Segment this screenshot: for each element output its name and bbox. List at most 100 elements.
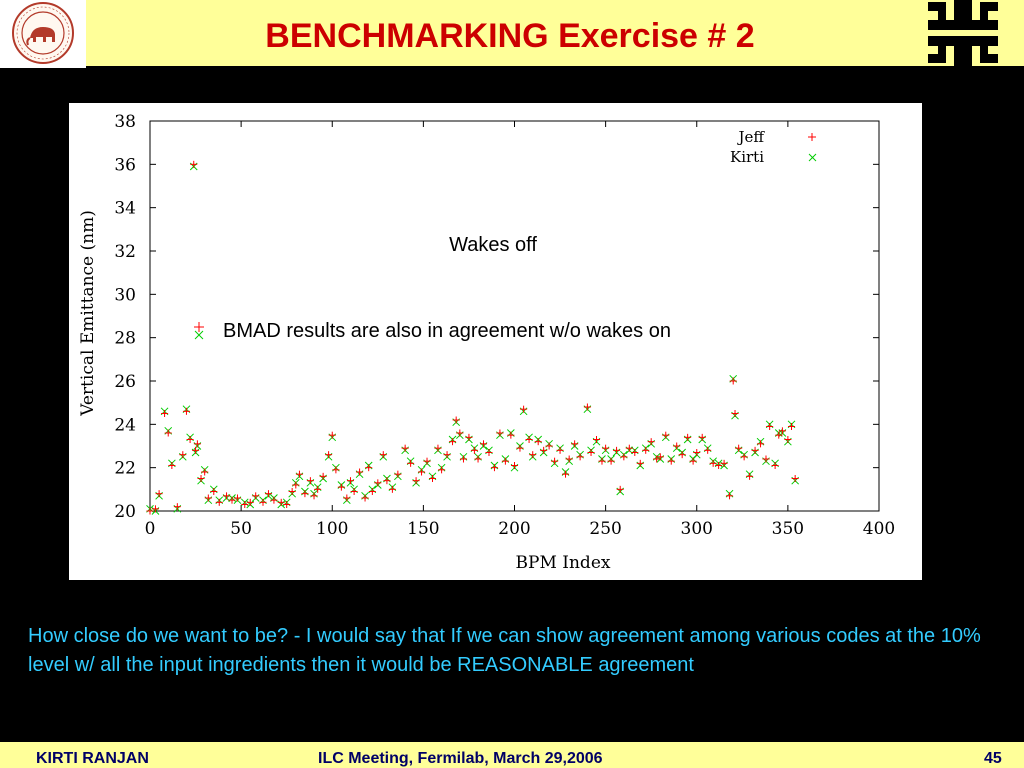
y-tick-label: 34 xyxy=(114,199,136,219)
legend-plus-marker-icon xyxy=(808,133,816,141)
jeff-point xyxy=(485,449,493,456)
jeff-point xyxy=(204,494,212,502)
y-tick-label: 22 xyxy=(114,459,136,479)
jeff-point xyxy=(295,470,303,478)
jeff-point xyxy=(197,475,205,482)
jeff-point xyxy=(319,472,327,480)
jeff-point xyxy=(583,403,591,411)
jeff-point xyxy=(726,492,734,500)
jeff-point xyxy=(292,481,300,489)
jeff-point xyxy=(540,446,548,454)
jeff-point xyxy=(729,377,737,385)
jeff-point xyxy=(565,455,573,463)
footer-page-number: 45 xyxy=(984,750,1002,767)
x-tick-label: 300 xyxy=(681,519,713,539)
legend-cross-marker-icon xyxy=(808,153,817,162)
jeff-point xyxy=(490,464,498,472)
jeff-point xyxy=(310,492,318,500)
jeff-point xyxy=(301,490,309,498)
y-tick-label: 36 xyxy=(114,155,136,175)
jeff-point xyxy=(636,459,644,467)
jeff-point xyxy=(246,498,254,506)
jeff-point xyxy=(368,488,376,495)
slide-title: BENCHMARKING Exercise # 2 xyxy=(265,17,755,55)
x-tick-label: 200 xyxy=(498,519,530,539)
jeff-point xyxy=(551,457,559,465)
jeff-point xyxy=(438,466,446,474)
jeff-point xyxy=(343,494,351,502)
jeff-point xyxy=(193,440,201,448)
jeff-point xyxy=(394,470,402,478)
y-tick-label: 32 xyxy=(114,242,136,262)
jeff-point xyxy=(328,431,336,439)
jeff-point xyxy=(210,488,218,495)
jeff-point xyxy=(470,446,478,454)
jeff-point xyxy=(684,433,692,441)
jeff-point xyxy=(576,453,584,461)
jeff-point xyxy=(379,451,387,459)
plot-axes xyxy=(149,120,880,512)
y-tick-label: 24 xyxy=(114,415,136,435)
jeff-point xyxy=(223,492,231,500)
jeff-point xyxy=(350,488,358,495)
x-tick-label: 400 xyxy=(863,519,895,539)
annotation-wakes-off: Wakes off xyxy=(449,234,537,256)
jeff-point xyxy=(662,431,670,439)
jeff-point xyxy=(443,451,451,459)
jeff-point xyxy=(401,444,409,452)
jeff-point xyxy=(616,485,624,493)
jeff-point xyxy=(228,496,236,504)
jeff-point xyxy=(715,462,723,469)
data-points xyxy=(146,160,800,515)
jeff-point xyxy=(525,436,533,443)
jeff-point xyxy=(507,431,515,439)
jeff-point xyxy=(791,475,799,482)
jeff-point xyxy=(259,498,267,506)
jeff-point xyxy=(423,457,431,465)
jeff-point xyxy=(620,453,628,461)
jeff-point xyxy=(346,477,354,485)
y-tick-label: 30 xyxy=(114,285,136,305)
x-tick-label: 350 xyxy=(772,519,804,539)
jeff-point xyxy=(215,498,223,506)
jeff-point xyxy=(556,446,564,454)
jeff-point xyxy=(337,483,345,491)
x-axis-label: BPM Index xyxy=(516,553,611,573)
jeff-point xyxy=(201,468,209,476)
jeff-point xyxy=(264,490,272,498)
y-tick-label: 20 xyxy=(114,502,136,522)
jeff-point xyxy=(516,444,524,452)
chart-panel: 0 50 100 150 200 250 300 350 400 20 22 24 26 28 30 32 34… xyxy=(69,103,922,580)
slide-header xyxy=(0,0,1024,66)
jeff-point xyxy=(418,468,426,476)
jeff-point xyxy=(182,407,190,415)
jeff-point xyxy=(751,446,759,454)
jeff-point xyxy=(155,490,163,498)
chart-legend: Jeff Kirti xyxy=(730,128,817,166)
annotation-marker-icon xyxy=(194,322,204,340)
jeff-point xyxy=(778,427,786,435)
axis-ticks: 0 50 100 150 200 250 300 350 400 20 22 24 26 28 30 32 34… xyxy=(114,112,895,539)
jeff-point xyxy=(186,436,194,443)
jeff-point xyxy=(529,451,537,459)
jeff-point xyxy=(709,459,717,467)
jeff-point xyxy=(647,438,655,446)
jeff-point xyxy=(757,440,765,448)
jeff-point xyxy=(602,444,610,452)
slide-footer: KIRTI RANJAN ILC Meeting, Fermilab, Marc… xyxy=(0,742,1024,768)
jeff-point xyxy=(631,449,639,456)
jeff-point xyxy=(306,477,314,485)
jeff-point xyxy=(653,455,661,463)
jeff-point xyxy=(332,466,340,474)
jeff-point xyxy=(192,446,200,454)
slide-comment: How close do we want to be? - I would sa… xyxy=(28,625,981,676)
jeff-point xyxy=(388,485,396,493)
y-tick-label: 38 xyxy=(114,112,136,132)
jeff-point xyxy=(673,442,681,450)
jeff-point xyxy=(667,457,675,465)
jeff-point xyxy=(598,457,606,465)
y-tick-label: 28 xyxy=(114,329,136,349)
jeff-point xyxy=(545,442,553,450)
footer-event: ILC Meeting, Fermilab, March 29,2006 xyxy=(318,750,603,767)
jeff-point xyxy=(766,423,774,430)
